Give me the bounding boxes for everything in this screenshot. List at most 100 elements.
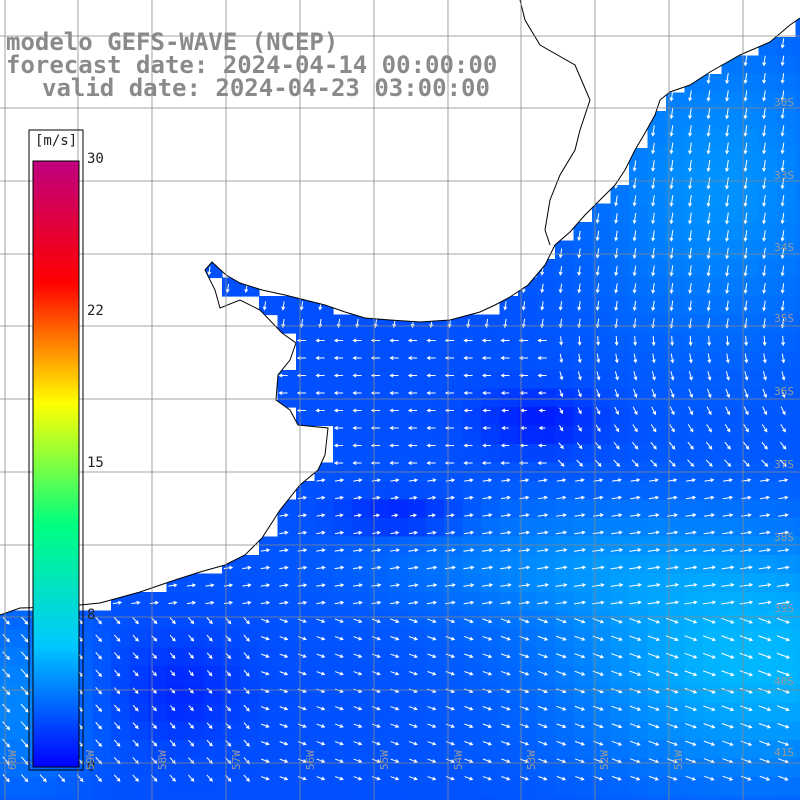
speed-cell	[444, 499, 464, 519]
speed-cell	[684, 351, 704, 371]
speed-cell	[129, 740, 149, 760]
wind-arrow	[389, 356, 399, 360]
speed-cell	[758, 703, 778, 723]
speed-cell	[444, 481, 464, 501]
speed-cell	[721, 148, 741, 168]
speed-cell	[795, 703, 800, 723]
wind-arrow	[576, 442, 583, 450]
wind-arrow	[611, 758, 623, 764]
speed-cell	[425, 740, 445, 760]
speed-cell	[555, 499, 575, 519]
wind-arrow	[537, 495, 549, 500]
speed-cell	[629, 629, 649, 649]
speed-cell	[111, 721, 131, 741]
speed-cell	[795, 0, 800, 20]
speed-cell	[555, 518, 575, 538]
speed-cell	[610, 259, 630, 279]
speed-cell	[795, 351, 800, 371]
speed-cell	[296, 536, 316, 556]
speed-cell	[92, 777, 112, 797]
speed-cell	[721, 314, 741, 334]
speed-cell	[148, 647, 168, 667]
wind-arrow	[20, 703, 29, 713]
speed-cell	[703, 92, 723, 112]
speed-cell	[166, 610, 186, 630]
wind-arrow	[132, 687, 139, 694]
speed-cell	[666, 351, 686, 371]
wind-arrow	[501, 705, 511, 711]
speed-cell	[666, 240, 686, 260]
speed-cell	[407, 518, 427, 538]
speed-cell	[148, 684, 168, 704]
wind-arrow	[758, 548, 772, 553]
wind-arrow	[778, 478, 789, 483]
speed-cell	[74, 795, 94, 800]
wind-arrow	[223, 600, 234, 605]
wind-arrow	[703, 740, 716, 746]
wind-arrow	[353, 741, 363, 746]
wind-arrow	[501, 478, 511, 483]
speed-cell	[240, 666, 260, 686]
speed-cell	[444, 555, 464, 575]
wind-arrow	[776, 635, 791, 642]
speed-cell	[684, 629, 704, 649]
speed-cell	[740, 185, 760, 205]
speed-cell	[462, 388, 482, 408]
speed-cell	[240, 684, 260, 704]
wind-arrow	[333, 408, 344, 413]
wind-arrow	[206, 634, 213, 642]
wind-arrow	[647, 688, 660, 694]
wind-arrow	[684, 565, 698, 570]
speed-cell	[314, 592, 334, 612]
wind-arrow	[463, 373, 473, 378]
wind-arrow	[352, 356, 362, 360]
speed-cell	[277, 536, 297, 556]
wind-arrow	[95, 739, 103, 748]
speed-cell	[666, 499, 686, 519]
speed-cell	[795, 277, 800, 297]
wind-arrow	[743, 90, 748, 102]
speed-cell	[610, 314, 630, 334]
wind-arrow	[390, 671, 400, 676]
speed-cell	[721, 240, 741, 260]
speed-cell	[351, 425, 371, 445]
speed-cell	[185, 666, 205, 686]
speed-cell	[795, 777, 800, 797]
speed-cell	[425, 573, 445, 593]
wind-arrow	[426, 408, 436, 413]
wind-arrow	[595, 424, 601, 433]
wind-arrow	[316, 600, 326, 605]
speed-cell	[499, 536, 519, 556]
speed-cell	[481, 610, 501, 630]
speed-cell	[314, 481, 334, 501]
speed-cell	[518, 573, 538, 593]
wind-arrow	[243, 617, 250, 625]
wind-arrow	[744, 353, 749, 364]
wind-arrow	[556, 688, 567, 694]
wind-arrow	[260, 600, 271, 605]
wind-arrow	[629, 653, 642, 659]
wind-arrow	[518, 583, 531, 588]
speed-cell	[703, 129, 723, 149]
wind-arrow	[132, 722, 139, 730]
speed-cell	[703, 203, 723, 223]
wind-arrow	[633, 353, 638, 364]
speed-cell	[499, 721, 519, 741]
speed-cell	[499, 407, 519, 427]
wind-arrow	[537, 443, 546, 448]
speed-cell	[462, 370, 482, 390]
speed-cell	[203, 573, 223, 593]
lat-label: 41S	[774, 746, 794, 759]
wind-arrow	[260, 636, 270, 641]
speed-cell	[499, 777, 519, 797]
wind-arrow	[555, 600, 568, 605]
wind-arrow	[482, 495, 493, 500]
speed-cell	[351, 573, 371, 593]
wind-arrow	[595, 406, 601, 415]
wind-arrow	[481, 356, 492, 360]
speed-cell	[314, 573, 334, 593]
speed-cell	[425, 666, 445, 686]
speed-cell	[592, 333, 612, 353]
wind-arrow	[573, 548, 587, 552]
wind-arrow	[279, 671, 289, 676]
